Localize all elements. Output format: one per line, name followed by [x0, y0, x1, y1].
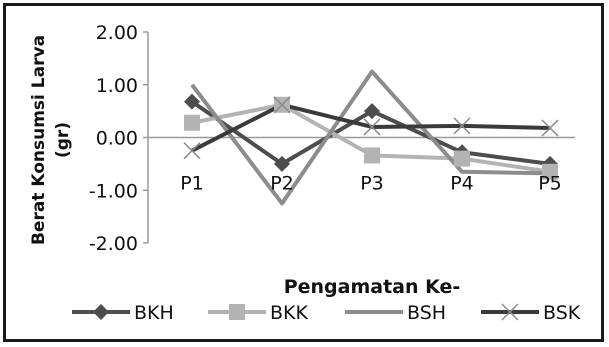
y-tick-label: -2.00: [89, 233, 138, 255]
data-point-bkh: [364, 103, 380, 120]
legend-item-bkk: BKK: [208, 302, 308, 324]
data-point-bkh: [184, 93, 200, 110]
data-point-bsk: [453, 117, 471, 135]
data-point-bkk: [364, 147, 380, 164]
marker-x-stroke: [363, 118, 381, 136]
x-category-label: P2: [270, 173, 294, 195]
legend-marker: [229, 304, 245, 320]
y-tick-label: -1.00: [89, 180, 138, 202]
legend-marker: [501, 303, 519, 321]
marker-x-stroke: [183, 142, 201, 160]
marker-x-stroke: [453, 117, 471, 135]
x-category-label: P4: [450, 173, 474, 195]
x-axis-title: Pengamatan Ke-: [284, 276, 461, 298]
legend-label: BSH: [407, 302, 446, 324]
plot-area: 2.00 1.00 0.00 -1.00 -2.00 P1 P2 P3 P4 P5: [89, 22, 575, 255]
y-tick-label: 2.00: [96, 22, 138, 44]
marker-x-stroke: [501, 303, 519, 321]
data-point-bkk: [542, 163, 558, 180]
y-axis-title: Berat Konsumsi Larva (gr): [29, 35, 73, 245]
y-axis-title-line-2: (gr): [53, 122, 73, 158]
data-point-bsk: [363, 118, 381, 136]
y-tick-label: 0.00: [96, 128, 138, 150]
legend-item-bsh: BSH: [345, 302, 446, 324]
x-category-label: P5: [538, 173, 562, 195]
legend-marker: [93, 304, 109, 320]
legend: BKH BKK BSH BSK: [72, 302, 581, 324]
series-line-bsh: [190, 69, 551, 206]
legend-label: BKK: [270, 302, 308, 324]
data-point-bsk: [273, 96, 291, 114]
data-point-bkk: [454, 150, 470, 167]
legend-item-bsk: BSK: [481, 302, 581, 324]
x-category-label: P3: [360, 173, 384, 195]
y-axis-title-line-1: Berat Konsumsi Larva: [29, 35, 49, 245]
legend-label: BSK: [543, 302, 581, 324]
y-tick-label: 1.00: [96, 75, 138, 97]
legend-label: BKH: [134, 302, 174, 324]
marker-x-stroke: [541, 119, 559, 137]
legend-item-bkh: BKH: [72, 302, 174, 324]
data-point-bsk: [183, 142, 201, 160]
data-point-bsk: [541, 119, 559, 137]
data-point-bkk: [184, 114, 200, 131]
marker-x-stroke: [273, 96, 291, 114]
data-point-bkh: [274, 155, 290, 172]
x-category-label: P1: [180, 173, 204, 195]
